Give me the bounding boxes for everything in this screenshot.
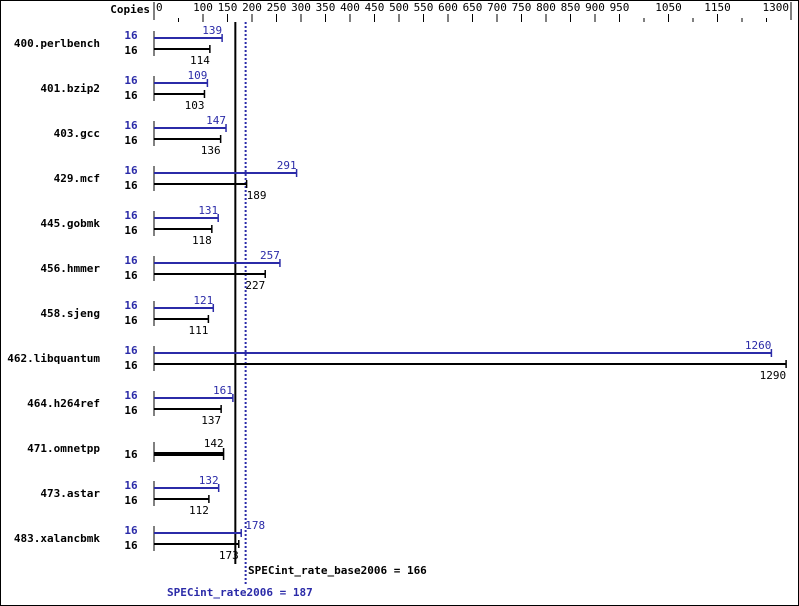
x-tick-label: 200 xyxy=(242,1,262,14)
peak-value-label: 291 xyxy=(277,159,297,172)
x-tick-label: 100 xyxy=(193,1,213,14)
base-copies: 16 xyxy=(124,404,138,417)
x-tick-label: 400 xyxy=(340,1,360,14)
benchmark-label: 403.gcc xyxy=(54,127,100,140)
base-value-label: 189 xyxy=(247,189,267,202)
peak-copies: 16 xyxy=(124,299,138,312)
x-tick-label: 450 xyxy=(365,1,385,14)
x-tick-label: 150 xyxy=(218,1,238,14)
base-value-label: 111 xyxy=(189,324,209,337)
base-value-label: 142 xyxy=(204,437,224,450)
peak-copies: 16 xyxy=(124,29,138,42)
base-value-label: 112 xyxy=(189,504,209,517)
peak-value-label: 132 xyxy=(199,474,219,487)
benchmark-label: 464.h264ref xyxy=(27,397,100,410)
benchmark-label: 483.xalancbmk xyxy=(14,532,100,545)
benchmark-label: 473.astar xyxy=(40,487,100,500)
benchmark-label: 429.mcf xyxy=(54,172,100,185)
base-copies: 16 xyxy=(124,314,138,327)
benchmark-label: 400.perlbench xyxy=(14,37,100,50)
peak-value-label: 131 xyxy=(198,204,218,217)
x-tick-label: 1300 xyxy=(763,1,790,14)
base-copies: 16 xyxy=(124,224,138,237)
peak-copies: 16 xyxy=(124,164,138,177)
base-copies: 16 xyxy=(124,494,138,507)
base-value-label: 137 xyxy=(201,414,221,427)
x-tick-label: 900 xyxy=(585,1,605,14)
x-tick-label: 1150 xyxy=(704,1,731,14)
x-tick-label: 250 xyxy=(267,1,287,14)
base-summary-label: SPECint_rate_base2006 = 166 xyxy=(248,564,427,577)
benchmark-label: 401.bzip2 xyxy=(40,82,100,95)
base-value-label: 227 xyxy=(245,279,265,292)
x-tick-label: 0 xyxy=(156,1,163,14)
x-tick-label: 350 xyxy=(316,1,336,14)
peak-copies: 16 xyxy=(124,74,138,87)
x-tick-label: 850 xyxy=(561,1,581,14)
peak-copies: 16 xyxy=(124,344,138,357)
x-tick-label: 300 xyxy=(291,1,311,14)
base-value-label: 114 xyxy=(190,54,210,67)
base-value-label: 1290 xyxy=(760,369,787,382)
base-copies: 16 xyxy=(124,539,138,552)
peak-copies: 16 xyxy=(124,209,138,222)
base-copies: 16 xyxy=(124,359,138,372)
x-tick-label: 600 xyxy=(438,1,458,14)
peak-value-label: 109 xyxy=(188,69,208,82)
peak-value-label: 257 xyxy=(260,249,280,262)
base-copies: 16 xyxy=(124,44,138,57)
peak-copies: 16 xyxy=(124,389,138,402)
benchmark-label: 456.hmmer xyxy=(40,262,100,275)
peak-value-label: 161 xyxy=(213,384,233,397)
base-value-label: 118 xyxy=(192,234,212,247)
x-tick-label: 750 xyxy=(512,1,532,14)
base-value-label: 136 xyxy=(201,144,221,157)
x-tick-label: 550 xyxy=(414,1,434,14)
benchmark-label: 445.gobmk xyxy=(40,217,100,230)
peak-value-label: 1260 xyxy=(745,339,772,352)
copies-header: Copies xyxy=(110,3,150,16)
peak-copies: 16 xyxy=(124,524,138,537)
benchmark-label: 462.libquantum xyxy=(7,352,100,365)
peak-value-label: 139 xyxy=(202,24,222,37)
benchmark-label: 471.omnetpp xyxy=(27,442,100,455)
x-tick-label: 800 xyxy=(536,1,556,14)
x-tick-label: 950 xyxy=(610,1,630,14)
peak-value-label: 121 xyxy=(193,294,213,307)
x-tick-label: 650 xyxy=(463,1,483,14)
peak-value-label: 147 xyxy=(206,114,226,127)
peak-copies: 16 xyxy=(124,479,138,492)
x-tick-label: 700 xyxy=(487,1,507,14)
base-value-label: 173 xyxy=(219,549,239,562)
base-copies: 16 xyxy=(124,269,138,282)
base-copies: 16 xyxy=(124,448,138,461)
base-value-label: 103 xyxy=(185,99,205,112)
peak-copies: 16 xyxy=(124,119,138,132)
x-tick-label: 500 xyxy=(389,1,409,14)
peak-value-label: 178 xyxy=(245,519,265,532)
peak-copies: 16 xyxy=(124,254,138,267)
base-copies: 16 xyxy=(124,89,138,102)
benchmark-label: 458.sjeng xyxy=(40,307,100,320)
x-tick-label: 1050 xyxy=(655,1,682,14)
peak-summary-label: SPECint_rate2006 = 187 xyxy=(167,586,313,599)
base-copies: 16 xyxy=(124,134,138,147)
base-copies: 16 xyxy=(124,179,138,192)
